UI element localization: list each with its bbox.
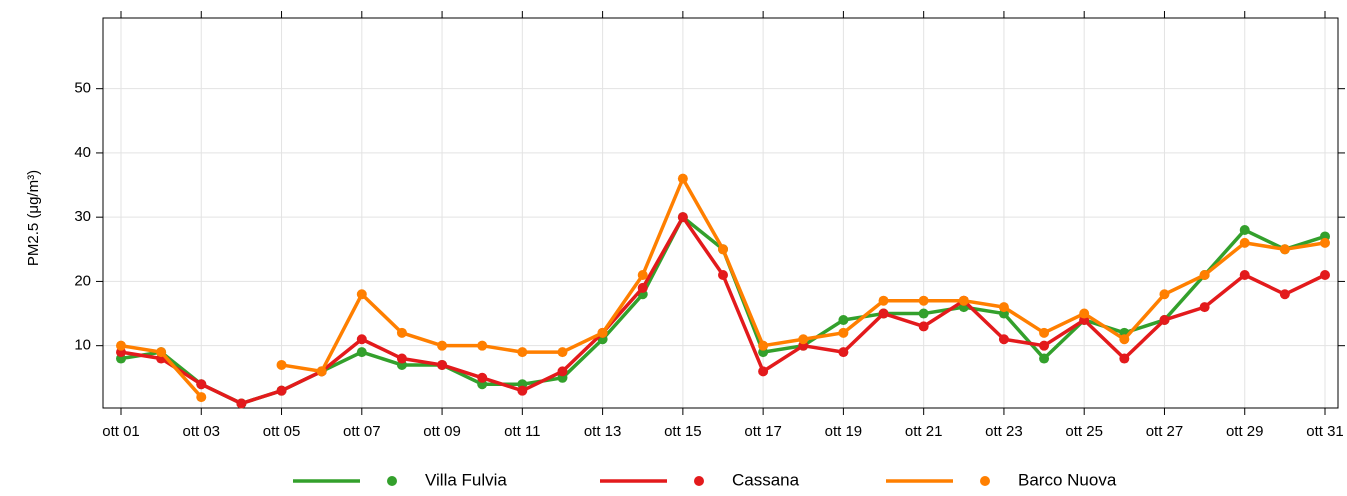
data-point bbox=[1279, 289, 1290, 300]
data-point bbox=[196, 379, 207, 390]
data-point bbox=[798, 334, 809, 345]
data-point bbox=[677, 212, 688, 223]
data-point bbox=[637, 270, 648, 281]
data-point bbox=[477, 372, 488, 383]
data-point bbox=[437, 359, 448, 370]
data-point bbox=[637, 282, 648, 293]
data-point bbox=[1199, 302, 1210, 313]
legend-label: Barco Nuova bbox=[1018, 470, 1117, 489]
plot-frame bbox=[102, 17, 1339, 409]
data-point bbox=[758, 366, 769, 377]
data-point bbox=[918, 295, 929, 306]
x-tick-label: ott 05 bbox=[263, 423, 301, 440]
data-point bbox=[356, 347, 367, 358]
data-point bbox=[356, 289, 367, 300]
data-point bbox=[998, 334, 1009, 345]
y-tick-label: 10 bbox=[74, 337, 91, 354]
data-point bbox=[1320, 270, 1330, 281]
data-point bbox=[1159, 289, 1170, 300]
x-tick-label: ott 23 bbox=[985, 423, 1023, 440]
x-tick-label: ott 01 bbox=[102, 423, 140, 440]
legend-marker bbox=[980, 476, 990, 486]
data-point bbox=[1239, 237, 1250, 248]
legend-marker bbox=[694, 476, 704, 486]
data-point bbox=[838, 327, 849, 338]
data-point bbox=[918, 308, 929, 319]
data-point bbox=[1159, 314, 1170, 325]
data-point bbox=[878, 295, 889, 306]
data-point bbox=[958, 295, 969, 306]
data-point bbox=[677, 173, 688, 184]
data-point bbox=[998, 302, 1009, 313]
y-tick-label: 40 bbox=[74, 144, 91, 161]
data-point bbox=[1279, 244, 1290, 255]
data-point bbox=[1079, 308, 1090, 319]
data-point bbox=[316, 366, 327, 377]
data-point bbox=[396, 353, 407, 364]
data-point bbox=[236, 398, 247, 409]
data-point bbox=[1039, 353, 1050, 364]
data-point bbox=[276, 359, 287, 370]
data-point bbox=[758, 340, 769, 351]
data-point bbox=[557, 366, 568, 377]
x-tick-label: ott 25 bbox=[1065, 423, 1103, 440]
y-axis-label: PM2.5 (μg/m³) bbox=[25, 170, 42, 266]
data-point bbox=[918, 321, 929, 332]
x-tick-label: ott 17 bbox=[744, 423, 782, 440]
data-point bbox=[1199, 270, 1210, 281]
data-point bbox=[1119, 353, 1130, 364]
data-point bbox=[517, 385, 528, 396]
data-point bbox=[396, 327, 407, 338]
x-tick-label: ott 13 bbox=[584, 423, 622, 440]
data-point bbox=[718, 270, 728, 281]
x-tick-label: ott 09 bbox=[423, 423, 461, 440]
data-point bbox=[437, 340, 448, 351]
x-tick-label: ott 11 bbox=[504, 423, 540, 440]
data-point bbox=[156, 347, 167, 358]
data-point bbox=[1039, 327, 1050, 338]
series-line bbox=[120, 176, 1326, 399]
data-point bbox=[1039, 340, 1050, 351]
legend-label: Cassana bbox=[732, 470, 800, 489]
x-tick-label: ott 27 bbox=[1146, 423, 1184, 440]
data-point bbox=[276, 385, 287, 396]
x-tick-label: ott 03 bbox=[183, 423, 221, 440]
data-point bbox=[1239, 225, 1250, 236]
y-tick-label: 50 bbox=[74, 80, 91, 97]
data-point bbox=[878, 308, 889, 319]
data-point bbox=[1239, 270, 1250, 281]
data-point bbox=[1119, 334, 1130, 345]
data-point bbox=[718, 244, 728, 255]
y-tick-label: 20 bbox=[74, 272, 91, 289]
data-point bbox=[116, 340, 126, 351]
x-tick-label: ott 29 bbox=[1226, 423, 1264, 440]
x-tick-label: ott 19 bbox=[825, 423, 863, 440]
data-point bbox=[838, 347, 849, 358]
legend-label: Villa Fulvia bbox=[425, 470, 507, 489]
data-point bbox=[838, 314, 849, 325]
data-point bbox=[196, 392, 207, 403]
x-tick-label: ott 31 bbox=[1306, 423, 1344, 440]
x-tick-label: ott 21 bbox=[905, 423, 943, 440]
legend-marker bbox=[387, 476, 397, 486]
data-point bbox=[356, 334, 367, 345]
data-point bbox=[557, 347, 568, 358]
x-tick-label: ott 07 bbox=[343, 423, 381, 440]
x-tick-label: ott 15 bbox=[664, 423, 702, 440]
data-point bbox=[477, 340, 488, 351]
y-tick-label: 30 bbox=[74, 208, 91, 225]
data-point bbox=[517, 347, 528, 358]
data-point bbox=[1320, 237, 1330, 248]
data-point bbox=[597, 327, 608, 338]
